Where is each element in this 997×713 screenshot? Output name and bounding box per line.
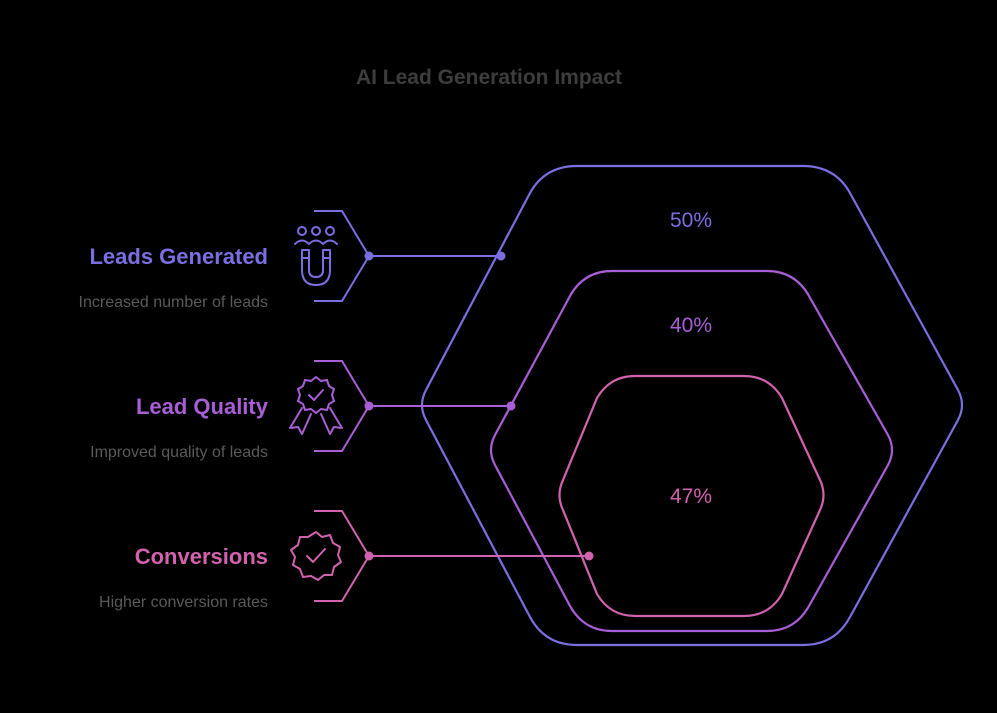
verified-badge-icon [290,531,342,581]
bracket-conversions [314,510,371,602]
value-leads-generated: 50% [670,209,712,232]
bracket-leads-generated [314,210,371,302]
value-lead-quality: 40% [670,314,712,337]
users-magnet-icon [294,226,338,286]
hexagon-inner [558,374,825,618]
connector-leads-generated [364,251,506,261]
connector-conversions [364,551,594,561]
desc-lead-quality: Improved quality of leads [90,444,268,461]
label-conversions: Conversions [135,544,268,569]
bracket-lead-quality [314,360,371,452]
hexagon-middle [489,269,894,633]
label-lead-quality: Lead Quality [136,394,269,419]
diagram-title: AI Lead Generation Impact [356,66,622,89]
label-leads-generated: Leads Generated [89,244,268,269]
hexagon-outer [420,164,964,647]
value-conversions: 47% [670,485,712,508]
desc-conversions: Higher conversion rates [99,594,268,611]
award-badge-icon [289,376,343,435]
desc-leads-generated: Increased number of leads [79,294,268,311]
connector-lead-quality [364,401,516,411]
